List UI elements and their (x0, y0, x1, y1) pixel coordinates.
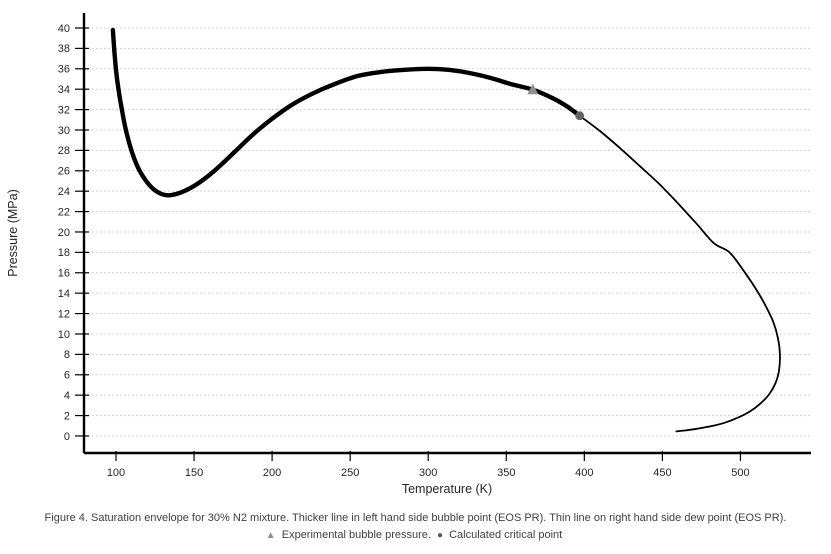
y-tick-label: 28 (58, 145, 70, 157)
y-tick-label: 30 (58, 125, 70, 137)
x-tick-label: 100 (107, 467, 125, 479)
x-tick-label: 350 (497, 467, 515, 479)
y-tick-label: 20 (58, 227, 70, 239)
y-tick-label: 16 (58, 268, 70, 280)
y-tick-label: 4 (64, 390, 70, 402)
legend-triangle-icon: ▲ (265, 530, 276, 541)
experimental-bubble-pressure-marker (527, 83, 539, 95)
y-tick-label: 12 (58, 308, 70, 320)
y-tick-label: 10 (58, 329, 70, 341)
legend-bullet-label: Calculated critical point (449, 529, 563, 541)
y-tick-label: 26 (58, 166, 70, 178)
legend-bullet-icon: ● (437, 530, 444, 541)
y-tick-label: 38 (58, 43, 70, 55)
y-tick-label: 32 (58, 104, 70, 116)
y-tick-label: 34 (58, 84, 70, 96)
figure-caption-line2: ▲ Experimental bubble pressure. ● Calcul… (0, 527, 831, 544)
y-axis-title: Pressure (MPa) (6, 189, 20, 277)
y-tick-label: 8 (64, 349, 70, 361)
figure-caption: Figure 4. Saturation envelope for 30% N2… (0, 510, 831, 544)
legend-triangle-label: Experimental bubble pressure. (281, 529, 431, 541)
x-tick-label: 500 (731, 467, 749, 479)
y-tick-label: 14 (58, 288, 70, 300)
x-tick-label: 300 (419, 467, 437, 479)
y-tick-label: 22 (58, 206, 70, 218)
bubble-point-curve (110, 27, 582, 198)
dew-point-curve (578, 114, 781, 433)
y-tick-label: 18 (58, 247, 70, 259)
y-tick-label: 6 (64, 370, 70, 382)
y-tick-label: 2 (64, 410, 70, 422)
x-tick-label: 450 (653, 467, 671, 479)
calculated-critical-point-marker (575, 111, 585, 121)
x-tick-label: 150 (185, 467, 203, 479)
saturation-envelope-chart: 0246810121416182022242628303234363840100… (6, 13, 811, 496)
y-tick-label: 40 (58, 23, 70, 35)
x-tick-label: 200 (263, 467, 281, 479)
x-axis-title: Temperature (K) (402, 482, 492, 496)
x-tick-label: 400 (575, 467, 593, 479)
figure-caption-line1: Figure 4. Saturation envelope for 30% N2… (44, 512, 787, 524)
y-tick-label: 36 (58, 64, 70, 76)
x-tick-label: 250 (341, 467, 359, 479)
y-tick-label: 0 (64, 431, 70, 443)
y-tick-label: 24 (58, 186, 70, 198)
